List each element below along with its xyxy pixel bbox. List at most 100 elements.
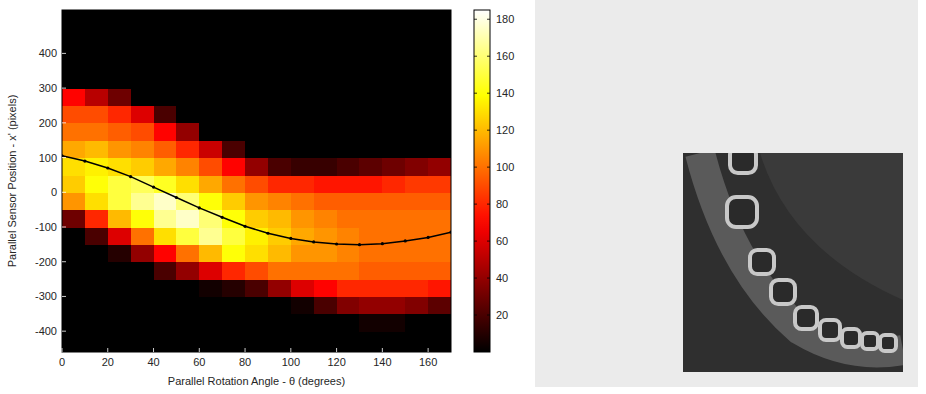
heatmap-cell: [337, 279, 360, 297]
heatmap-cell: [359, 314, 382, 332]
heatmap-cell: [222, 140, 245, 158]
heatmap-cell: [359, 296, 382, 314]
heatmap-cell: [176, 140, 199, 158]
heatmap-cell: [405, 279, 428, 297]
heatmap-cell: [131, 296, 154, 314]
ct-tooth: [771, 280, 795, 304]
heatmap-cell: [108, 71, 131, 89]
heatmap-cell: [176, 71, 199, 89]
heatmap-cell: [154, 210, 177, 228]
heatmap-cell: [337, 331, 360, 349]
heatmap-cell: [428, 71, 451, 89]
heatmap-cell: [199, 158, 222, 176]
heatmap-cell: [359, 175, 382, 193]
heatmap-cell: [314, 314, 337, 332]
heatmap-cell: [291, 158, 314, 176]
heatmap-cell: [382, 53, 405, 71]
heatmap-cell: [314, 140, 337, 158]
heatmap-cell: [268, 158, 291, 176]
heatmap-cell: [62, 314, 85, 332]
heatmap-cell: [405, 262, 428, 280]
heatmap-cell: [428, 140, 451, 158]
heatmap-cell: [428, 192, 451, 210]
heatmap-cell: [405, 140, 428, 158]
x-tick: [199, 348, 200, 352]
heatmap-cell: [62, 175, 85, 193]
heatmap-cell: [108, 192, 131, 210]
heatmap-cell: [428, 53, 451, 71]
heatmap-cell: [359, 192, 382, 210]
heatmap-cell: [405, 192, 428, 210]
y-tick-label: 200: [39, 117, 57, 129]
heatmap-cell: [245, 279, 268, 297]
heatmap-cell: [314, 71, 337, 89]
heatmap-cell: [131, 71, 154, 89]
heatmap-cell: [359, 244, 382, 262]
heatmap-cell: [85, 36, 108, 54]
heatmap-cell: [176, 192, 199, 210]
x-tick: [107, 348, 108, 352]
heatmap-cell: [62, 19, 85, 37]
heatmap-cell: [108, 175, 131, 193]
heatmap-cell: [382, 262, 405, 280]
heatmap-cell: [176, 158, 199, 176]
x-tick: [245, 348, 246, 352]
ct-tooth: [862, 333, 878, 349]
heatmap-cell: [337, 175, 360, 193]
heatmap-cell: [268, 19, 291, 37]
colorbar-tick: [474, 204, 477, 205]
heatmap-cell: [314, 53, 337, 71]
line-marker: [243, 225, 246, 228]
heatmap-cell: [154, 88, 177, 106]
heatmap-cell: [245, 175, 268, 193]
x-tick-label: 100: [282, 356, 300, 368]
y-tick: [62, 261, 66, 262]
heatmap-cell: [268, 36, 291, 54]
x-tick-label: 160: [419, 356, 437, 368]
heatmap-cell: [176, 53, 199, 71]
heatmap-cell: [108, 140, 131, 158]
heatmap-cell: [108, 331, 131, 349]
heatmap-cell: [62, 279, 85, 297]
heatmap-cell: [359, 262, 382, 280]
heatmap-cell: [268, 279, 291, 297]
colorbar-tick-label: 100: [496, 161, 514, 173]
heatmap-cell: [405, 296, 428, 314]
heatmap-cell: [337, 53, 360, 71]
heatmap-cell: [291, 105, 314, 123]
heatmap-cell: [108, 88, 131, 106]
image-panel: [535, 0, 918, 387]
heatmap-cell: [428, 331, 451, 349]
heatmap-cell: [199, 53, 222, 71]
heatmap-cell: [222, 175, 245, 193]
heatmap-cell: [108, 296, 131, 314]
heatmap-cell: [314, 192, 337, 210]
ct-tooth: [730, 153, 756, 173]
heatmap-cell: [154, 331, 177, 349]
heatmap-cell: [268, 175, 291, 193]
heatmap-cell: [62, 140, 85, 158]
colorbar-tick-label: 40: [496, 272, 508, 284]
heatmap-cell: [131, 279, 154, 297]
ct-background: [683, 153, 903, 372]
heatmap-cell: [359, 210, 382, 228]
heatmap-cell: [359, 227, 382, 245]
ct-tooth: [795, 307, 817, 329]
heatmap-cell: [405, 244, 428, 262]
heatmap-cell: [131, 210, 154, 228]
heatmap-cell: [337, 140, 360, 158]
heatmap-cell: [314, 296, 337, 314]
heatmap-cell: [176, 314, 199, 332]
heatmap-cell: [222, 123, 245, 141]
heatmap-cell: [154, 71, 177, 89]
x-tick: [336, 348, 337, 352]
heatmap-cell: [222, 314, 245, 332]
heatmap-cell: [337, 192, 360, 210]
heatmap-cell: [222, 158, 245, 176]
heatmap-cell: [62, 36, 85, 54]
colorbar-tick: [487, 204, 490, 205]
heatmap-cell: [359, 123, 382, 141]
heatmap-cell: [85, 314, 108, 332]
heatmap-cell: [268, 140, 291, 158]
heatmap-cell: [245, 140, 268, 158]
